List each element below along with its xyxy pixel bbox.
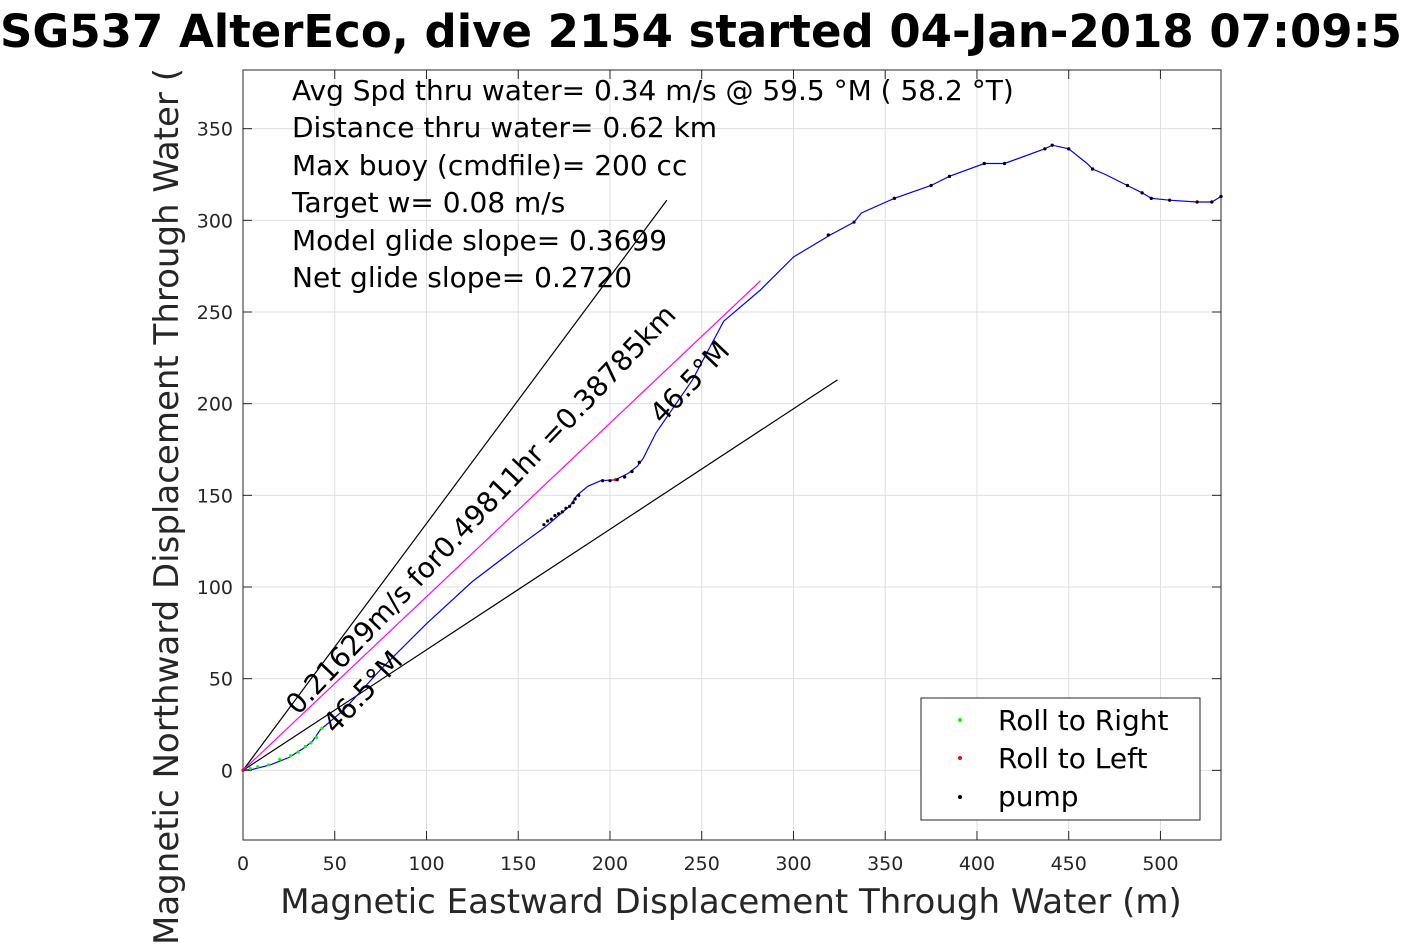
pump-marker (608, 479, 612, 483)
legend-marker-roll-right (958, 718, 962, 722)
pump-marker (557, 512, 561, 516)
legend-label-pump: pump (998, 780, 1079, 813)
y-tick-label: 150 (197, 485, 233, 507)
x-tick-label: 50 (323, 853, 347, 875)
pump-marker (577, 493, 581, 497)
pump-marker (947, 174, 952, 178)
pump-marker (549, 517, 553, 521)
x-tick-label: 250 (684, 853, 720, 875)
stats-block: Avg Spd thru water= 0.34 m/s @ 59.5 °M (… (291, 74, 1014, 294)
pump-marker (929, 183, 933, 188)
x-tick-label: 450 (1051, 853, 1087, 875)
y-axis-label: Magnetic Northward Displacement Through … (147, 68, 187, 945)
reference-line (242, 379, 838, 771)
pump-marker (601, 479, 605, 483)
roll-right-marker (320, 726, 324, 730)
reference-lines (242, 199, 838, 771)
stat-net-glide-slope: Net glide slope= 0.2720 (292, 261, 632, 294)
pump-marker (1090, 167, 1095, 171)
pump-marker (560, 510, 564, 514)
x-tick-label: 0 (237, 853, 249, 875)
roll-right-marker (289, 754, 293, 758)
roll-right-marker (256, 765, 260, 769)
track-line (242, 144, 1222, 771)
legend-label-roll-left: Roll to Left (998, 742, 1147, 775)
y-tick-label: 300 (197, 210, 233, 232)
chart-title: SG537 AlterEco, dive 2154 started 04-Jan… (0, 5, 1402, 58)
pump-marker (615, 478, 619, 482)
pump-marker (1043, 147, 1047, 151)
pump-marker (1050, 143, 1054, 147)
y-tick-label: 350 (197, 119, 233, 141)
x-tick-label: 300 (775, 853, 811, 875)
pump-marker (542, 523, 546, 527)
reference-line (242, 280, 761, 771)
pump-marker (545, 519, 550, 523)
stat-distance: Distance thru water= 0.62 km (292, 111, 717, 144)
pump-marker (852, 220, 856, 224)
stat-model-glide-slope: Model glide slope= 0.3699 (292, 224, 667, 257)
x-tick-label: 100 (408, 853, 444, 875)
series-markers (241, 143, 1223, 772)
pump-marker (1210, 200, 1214, 204)
legend-marker-pump (958, 795, 962, 799)
x-tick-label: 400 (959, 853, 995, 875)
pump-marker (826, 233, 830, 237)
pump-marker (637, 460, 641, 464)
pump-marker (1125, 183, 1130, 188)
axis-ticks: 0 50 100 150 200 250 300 350 400 450 500 0 50 100 150 2… (197, 70, 1221, 875)
roll-right-marker (248, 766, 252, 771)
legend-box (920, 697, 1201, 821)
x-axis-label: Magnetic Eastward Displacement Through W… (280, 882, 1182, 922)
pump-marker (1168, 198, 1172, 202)
roll-right-marker (309, 741, 313, 745)
legend-marker-roll-left (958, 756, 962, 760)
x-tick-label: 350 (867, 853, 903, 875)
y-tick-label: 100 (197, 577, 233, 599)
pump-marker (564, 506, 568, 510)
pump-marker (568, 504, 572, 508)
pump-marker (1140, 191, 1144, 195)
pump-marker (573, 497, 577, 501)
pump-marker (630, 469, 634, 474)
roll-left-marker (241, 768, 245, 772)
y-tick-label: 50 (209, 669, 233, 691)
pump-marker (1195, 200, 1199, 204)
pump-marker (1149, 196, 1153, 200)
x-tick-label: 500 (1142, 853, 1178, 875)
pump-marker (623, 475, 627, 479)
pump-marker (1067, 147, 1071, 151)
roll-right-marker (296, 750, 300, 754)
legend-label-roll-right: Roll to Right (998, 704, 1169, 737)
stat-avg-speed: Avg Spd thru water= 0.34 m/s @ 59.5 °M (… (292, 74, 1014, 107)
axes-box (242, 69, 1222, 841)
roll-right-marker (278, 757, 282, 761)
roll-right-marker (314, 735, 318, 739)
reference-line (242, 199, 668, 771)
y-tick-label: 200 (197, 394, 233, 416)
pump-marker (571, 501, 575, 505)
y-tick-label: 0 (221, 760, 233, 782)
roll-right-marker (303, 744, 307, 749)
pump-marker (1219, 194, 1223, 199)
pump-marker (1002, 161, 1007, 166)
stat-max-buoy: Max buoy (cmdfile)= 200 cc (292, 149, 687, 182)
stat-target-w: Target w= 0.08 m/s (291, 186, 565, 219)
legend: Roll to Right Roll to Left pump (920, 697, 1201, 821)
track-polyline (242, 144, 1222, 771)
y-tick-label: 250 (197, 302, 233, 324)
pump-marker (553, 513, 557, 518)
x-tick-label: 200 (592, 853, 628, 875)
pump-marker (892, 196, 896, 200)
grid (242, 70, 1221, 840)
roll-right-marker (267, 763, 271, 767)
x-tick-label: 150 (500, 853, 536, 875)
pump-marker (982, 161, 986, 166)
